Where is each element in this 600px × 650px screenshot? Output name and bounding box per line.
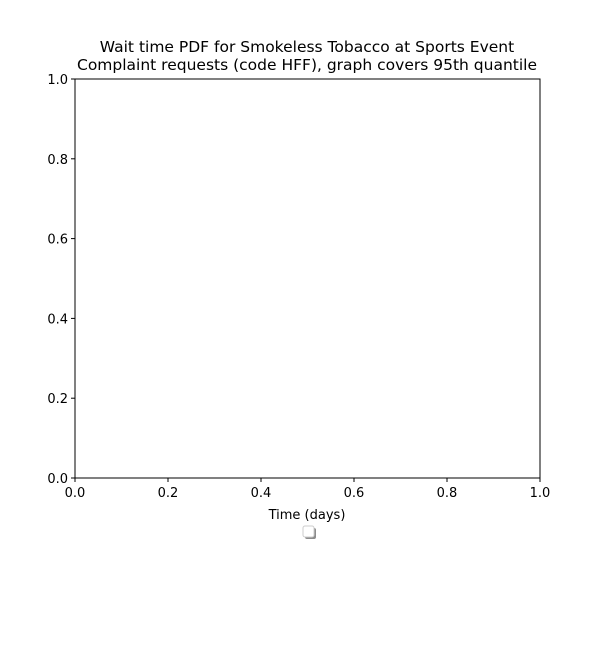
plot-area: [74, 78, 541, 479]
x-tick-label: 0.6: [344, 486, 365, 501]
x-tick-label: 1.0: [530, 486, 551, 501]
y-tick-label: 0.0: [47, 472, 68, 487]
y-tick-label: 1.0: [47, 73, 68, 88]
y-tick-label: 0.8: [47, 153, 68, 168]
chart-title-line-2: Complaint requests (code HFF), graph cov…: [77, 56, 537, 74]
y-tick-label: 0.6: [47, 233, 68, 248]
legend-box: [302, 525, 316, 539]
legend-frame: [302, 525, 315, 538]
y-axis-ticks: 0.0 0.2 0.4 0.6 0.8 1.0: [47, 73, 75, 487]
chart-title-line-1: Wait time PDF for Smokeless Tobacco at S…: [100, 38, 514, 56]
x-axis-label: Time (days): [268, 508, 346, 523]
x-tick-label: 0.2: [158, 486, 179, 501]
y-tick-label: 0.4: [47, 312, 68, 327]
x-tick-label: 0.4: [251, 486, 272, 501]
x-tick-label: 0.8: [437, 486, 458, 501]
x-axis-ticks: 0.0 0.2 0.4 0.6 0.8 1.0: [65, 478, 551, 501]
y-tick-label: 0.2: [47, 392, 68, 407]
x-tick-label: 0.0: [65, 486, 86, 501]
